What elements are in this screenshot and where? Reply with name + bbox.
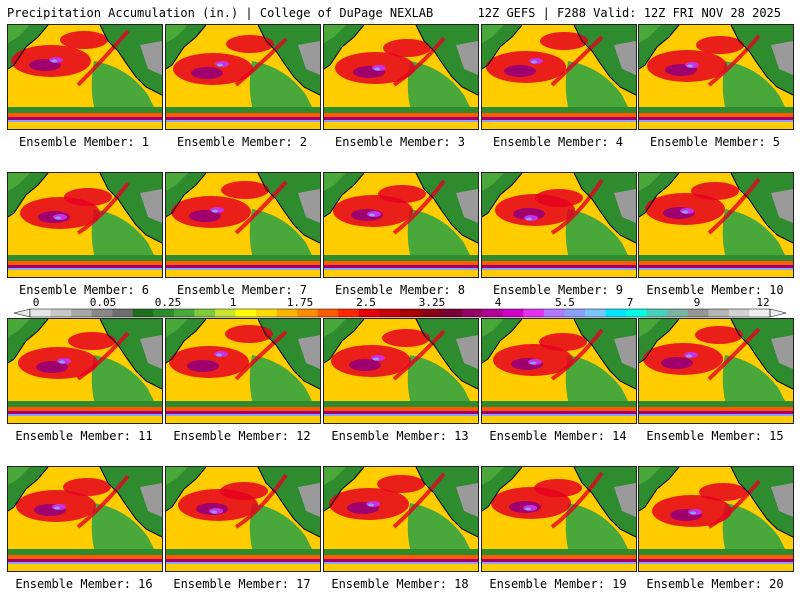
member-map-7	[165, 172, 321, 278]
chart-title: Precipitation Accumulation (in.) | Colle…	[7, 6, 434, 20]
member-label-14: Ensemble Member: 14	[489, 429, 627, 443]
member-map-1	[7, 24, 163, 130]
colorbar-swatch	[687, 309, 709, 317]
member-label-20: Ensemble Member: 20	[646, 577, 784, 591]
colorbar-swatch	[543, 309, 565, 317]
member-map-17	[165, 466, 321, 572]
colorbar-swatch	[564, 309, 586, 317]
member-map-18	[323, 466, 479, 572]
member-label-7: Ensemble Member: 7	[176, 283, 308, 297]
colorbar-tick-label: 9	[693, 296, 701, 309]
member-map-10	[638, 172, 794, 278]
colorbar-swatch	[605, 309, 627, 317]
colorbar-tick-label: 0.25	[154, 296, 182, 309]
member-label-17: Ensemble Member: 17	[173, 577, 311, 591]
member-map-15	[638, 318, 794, 424]
colorbar-swatch	[194, 309, 216, 317]
member-map-5	[638, 24, 794, 130]
colorbar-tick-label: 0.05	[89, 296, 117, 309]
colorbar	[13, 308, 787, 318]
colorbar-tick-label: 1	[229, 296, 237, 309]
colorbar-swatch	[215, 309, 237, 317]
colorbar-swatch	[173, 309, 195, 317]
colorbar-tick-label: 12	[756, 296, 770, 309]
member-label-4: Ensemble Member: 4	[492, 135, 624, 149]
run-info: 12Z GEFS | F288 Valid: 12Z FRI NOV 28 20…	[477, 6, 781, 20]
member-label-10: Ensemble Member: 10	[646, 283, 784, 297]
member-map-19	[481, 466, 637, 572]
colorbar-swatch	[276, 309, 298, 317]
member-map-14	[481, 318, 637, 424]
colorbar-tick-label: 3.25	[418, 296, 446, 309]
member-label-1: Ensemble Member: 1	[18, 135, 150, 149]
member-label-19: Ensemble Member: 19	[489, 577, 627, 591]
member-label-2: Ensemble Member: 2	[176, 135, 308, 149]
colorbar-swatch	[358, 309, 380, 317]
colorbar-swatch	[523, 309, 545, 317]
member-map-4	[481, 24, 637, 130]
member-label-9: Ensemble Member: 9	[492, 283, 624, 297]
member-label-5: Ensemble Member: 5	[649, 135, 781, 149]
colorbar-tick-label: 0	[32, 296, 40, 309]
member-map-9	[481, 172, 637, 278]
colorbar-swatch	[317, 309, 339, 317]
member-map-6	[7, 172, 163, 278]
member-label-3: Ensemble Member: 3	[334, 135, 466, 149]
colorbar-swatch	[400, 309, 422, 317]
member-map-16	[7, 466, 163, 572]
member-label-13: Ensemble Member: 13	[331, 429, 469, 443]
colorbar-swatch	[708, 309, 730, 317]
colorbar-swatch	[338, 309, 360, 317]
colorbar-swatch	[667, 309, 689, 317]
colorbar-tick-label: 7	[626, 296, 634, 309]
member-map-11	[7, 318, 163, 424]
colorbar-swatch	[132, 309, 154, 317]
colorbar-swatch	[502, 309, 524, 317]
colorbar-swatch	[91, 309, 113, 317]
member-label-12: Ensemble Member: 12	[173, 429, 311, 443]
member-map-3	[323, 24, 479, 130]
member-label-6: Ensemble Member: 6	[18, 283, 150, 297]
member-label-11: Ensemble Member: 11	[15, 429, 153, 443]
colorbar-tick-label: 1.75	[286, 296, 314, 309]
colorbar-swatch	[728, 309, 750, 317]
colorbar-swatch	[461, 309, 483, 317]
colorbar-swatch	[749, 309, 771, 317]
colorbar-swatch	[379, 309, 401, 317]
colorbar-swatch	[646, 309, 668, 317]
colorbar-swatch	[256, 309, 278, 317]
member-label-15: Ensemble Member: 15	[646, 429, 784, 443]
member-map-12	[165, 318, 321, 424]
colorbar-swatch	[112, 309, 134, 317]
member-label-8: Ensemble Member: 8	[334, 283, 466, 297]
colorbar-tick-label: 4	[494, 296, 502, 309]
colorbar-swatch	[420, 309, 442, 317]
colorbar-swatch	[297, 309, 319, 317]
colorbar-tick-label: 5.5	[555, 296, 575, 309]
member-map-20	[638, 466, 794, 572]
colorbar-swatch	[235, 309, 257, 317]
colorbar-swatch	[71, 309, 93, 317]
colorbar-swatch	[626, 309, 648, 317]
member-label-16: Ensemble Member: 16	[15, 577, 153, 591]
colorbar-swatch	[585, 309, 607, 317]
member-map-13	[323, 318, 479, 424]
colorbar-tick-label: 2.5	[356, 296, 376, 309]
member-map-8	[323, 172, 479, 278]
colorbar-swatch	[50, 309, 72, 317]
member-map-2	[165, 24, 321, 130]
member-label-18: Ensemble Member: 18	[331, 577, 469, 591]
colorbar-swatch	[482, 309, 504, 317]
colorbar-swatch	[441, 309, 463, 317]
colorbar-swatch	[153, 309, 175, 317]
colorbar-swatch	[30, 309, 52, 317]
